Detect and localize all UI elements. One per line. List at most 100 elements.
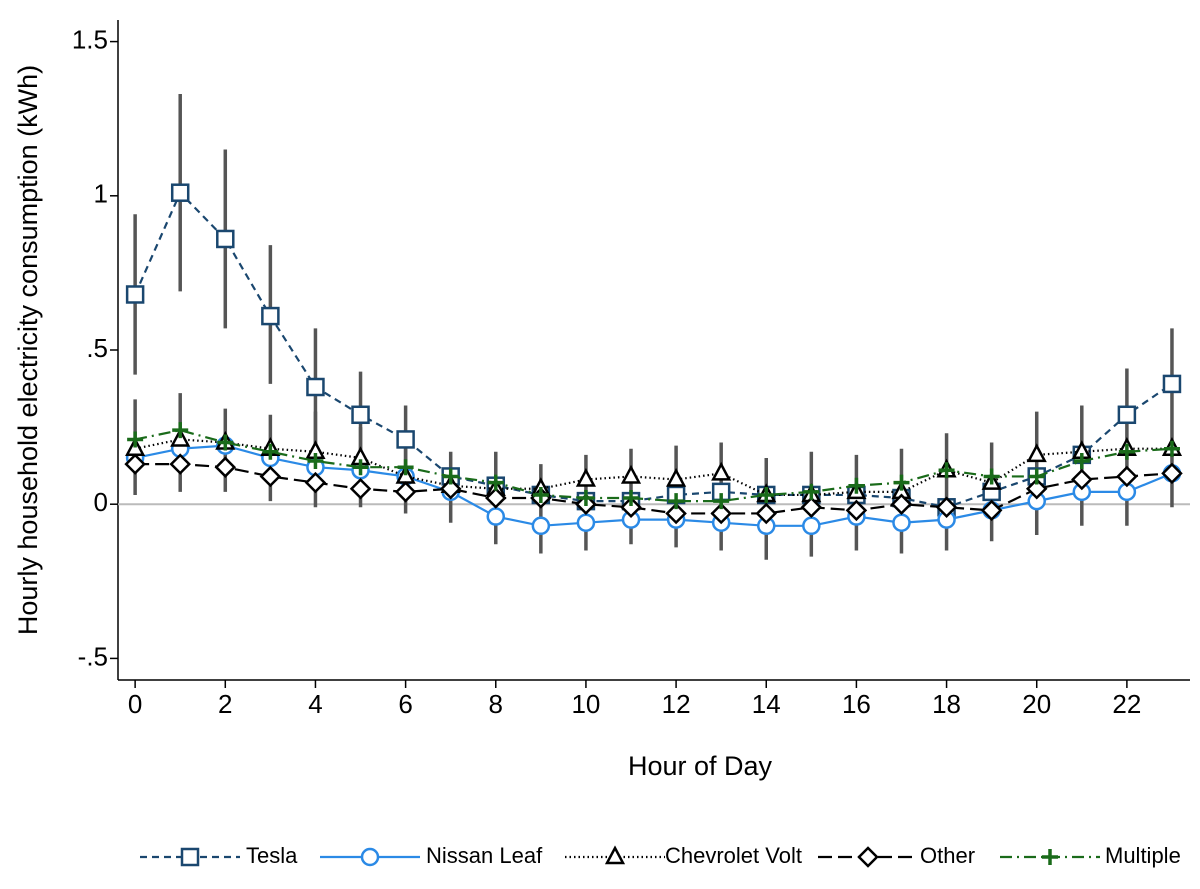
marker (620, 496, 642, 519)
marker (262, 443, 279, 460)
marker (1073, 453, 1090, 470)
marker (890, 493, 913, 515)
x-axis-label: Hour of Day (628, 751, 773, 781)
legend-label: Chevrolet Volt (665, 843, 802, 868)
x-tick-label: 18 (932, 689, 961, 719)
marker (935, 496, 958, 519)
x-tick-label: 8 (489, 689, 503, 719)
marker (938, 462, 955, 479)
marker (845, 499, 868, 522)
marker (713, 493, 730, 510)
marker (304, 471, 327, 494)
legend-marker (604, 845, 626, 865)
y-tick-label: 0 (94, 487, 108, 517)
legend-label: Tesla (246, 843, 298, 868)
marker (394, 481, 417, 503)
y-tick-label: .5 (86, 333, 108, 363)
marker (349, 478, 372, 500)
x-tick-label: 2 (218, 689, 232, 719)
legend-marker (1042, 849, 1058, 865)
marker (755, 502, 778, 525)
x-tick-label: 10 (571, 689, 600, 719)
marker (1071, 468, 1093, 491)
marker (170, 183, 190, 202)
legend-label: Nissan Leaf (426, 843, 543, 868)
marker (666, 467, 687, 487)
marker (848, 477, 865, 494)
marker (439, 478, 462, 500)
marker (172, 422, 189, 439)
marker (800, 496, 823, 519)
marker (803, 483, 820, 500)
marker (711, 461, 732, 481)
y-axis-label: Hourly household electricity consumption… (13, 65, 43, 635)
marker (758, 486, 775, 503)
marker (983, 468, 1000, 485)
marker (1161, 462, 1183, 485)
series-line (134, 438, 1172, 497)
marker (532, 486, 549, 503)
marker (216, 229, 235, 249)
marker (1025, 478, 1048, 500)
y-tick-label: -.5 (78, 641, 108, 671)
y-tick-label: 1.5 (72, 24, 108, 54)
marker (623, 490, 640, 507)
marker (442, 468, 459, 485)
marker (127, 431, 144, 448)
marker (531, 516, 551, 536)
legend-label: Multiple (1105, 843, 1181, 868)
x-tick-label: 6 (398, 689, 412, 719)
legend-marker (180, 847, 200, 867)
marker (487, 474, 504, 491)
marker (893, 474, 910, 491)
marker (169, 453, 191, 475)
marker (486, 507, 506, 526)
marker (306, 377, 325, 397)
y-tick-label: 1 (94, 179, 108, 209)
marker (1028, 468, 1045, 485)
marker (1162, 374, 1182, 394)
marker (1026, 443, 1047, 463)
marker (351, 405, 370, 425)
x-tick-label: 22 (1112, 689, 1141, 719)
marker (577, 490, 594, 507)
marker (1118, 443, 1135, 460)
marker (576, 513, 596, 532)
marker (124, 453, 146, 475)
marker (668, 493, 685, 510)
x-tick-label: 4 (308, 689, 322, 719)
marker (802, 516, 821, 536)
marker (980, 499, 1003, 522)
series-line (135, 463, 1173, 515)
marker (125, 285, 145, 304)
marker (485, 487, 507, 509)
legend-marker (360, 847, 380, 867)
marker (397, 459, 414, 476)
marker (892, 513, 911, 532)
x-tick-label: 20 (1022, 689, 1051, 719)
marker (710, 502, 732, 525)
marker (307, 453, 324, 470)
series-line (134, 190, 1173, 509)
marker (217, 434, 234, 451)
x-tick-label: 16 (842, 689, 871, 719)
marker (1163, 440, 1180, 457)
legend-label: Other (920, 843, 975, 868)
marker (261, 306, 280, 326)
marker (1116, 465, 1138, 488)
marker (214, 456, 237, 478)
x-tick-label: 14 (752, 689, 781, 719)
marker (396, 430, 415, 449)
x-tick-label: 12 (662, 689, 691, 719)
marker (620, 464, 642, 484)
marker (575, 467, 597, 487)
series-line (134, 444, 1173, 527)
marker (665, 502, 687, 525)
x-tick-label: 0 (128, 689, 142, 719)
marker (352, 459, 369, 476)
marker (1117, 405, 1137, 425)
series-line (134, 429, 1173, 503)
marker (259, 465, 282, 488)
legend-marker (857, 846, 879, 868)
